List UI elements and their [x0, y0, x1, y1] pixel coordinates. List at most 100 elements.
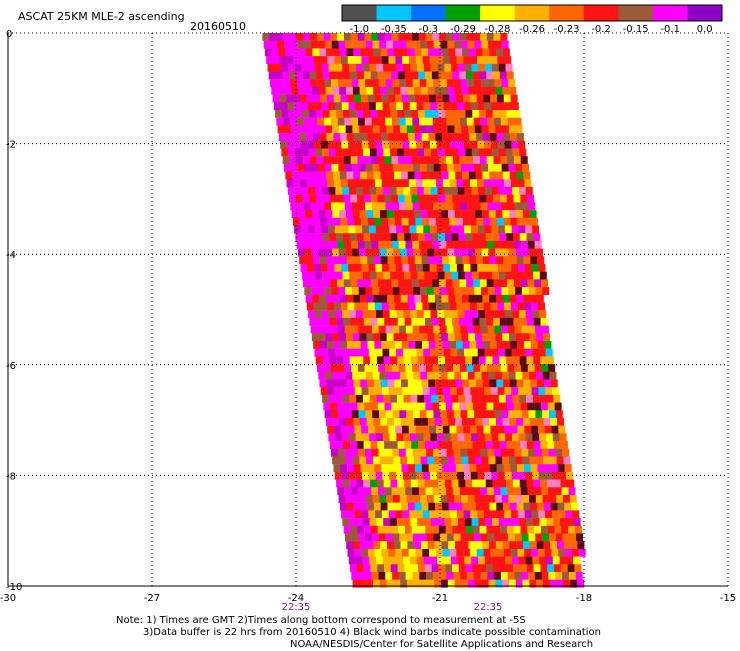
swath-cell [485, 356, 493, 365]
swath-cell [443, 387, 451, 396]
swath-cell [423, 310, 431, 319]
swath-cell [546, 518, 554, 526]
swath-cell [375, 56, 382, 64]
swath-cell [422, 56, 430, 64]
swath-cell [454, 371, 462, 380]
swath-cell [484, 140, 492, 149]
swath-cell [444, 187, 452, 195]
swath-cell [384, 33, 392, 41]
swath-cell [411, 402, 419, 411]
swath-cell [325, 248, 333, 257]
swath-cell [270, 79, 277, 88]
swath-cell [347, 464, 355, 473]
swath-cell [421, 464, 429, 473]
swath-cell [419, 364, 426, 372]
swath-cell [441, 333, 449, 342]
swath-cell [456, 425, 464, 434]
colorbar-label: -1.0 [350, 24, 370, 35]
swath-cell [383, 148, 391, 157]
swath-cell [439, 325, 447, 334]
swath-cell [426, 117, 433, 126]
swath-cell [348, 102, 356, 111]
swath-cell [327, 425, 335, 434]
swath-cell [428, 133, 436, 141]
swath-cell [357, 364, 365, 372]
swath-cell [339, 379, 347, 388]
swath-cell [471, 433, 479, 442]
swath-cell [331, 371, 339, 380]
swath-cell [346, 418, 354, 426]
swath-cell [442, 217, 450, 226]
swath-cell [533, 271, 540, 280]
swath-cell [393, 210, 401, 218]
swath-cell [553, 394, 561, 403]
swath-cell [398, 525, 406, 534]
swath-cell [394, 294, 401, 303]
swath-cell [514, 202, 522, 211]
swath-cell [374, 302, 382, 311]
swath-cell [502, 248, 509, 257]
swath-cell [358, 325, 366, 334]
swath-cell [485, 148, 493, 157]
swath-cell [518, 556, 526, 565]
swath-cell [550, 379, 558, 388]
swath-cell [311, 333, 319, 342]
swath-cell [326, 48, 334, 57]
swath-cell [474, 533, 482, 542]
swath-cell [506, 233, 514, 242]
swath-cell [344, 240, 352, 249]
swath-cell [502, 456, 510, 465]
swath-cell [530, 341, 538, 349]
swath-cell [405, 487, 413, 496]
swath-cell [466, 156, 474, 165]
swath-cell [526, 356, 534, 365]
swath-cell [527, 194, 535, 203]
swath-cell [551, 425, 559, 434]
swath-cell [444, 394, 452, 403]
swath-cell [501, 163, 509, 172]
swath-cell [493, 402, 501, 411]
swath-cell [331, 448, 338, 457]
colorbar-label: -0.3 [419, 24, 439, 35]
swath-cell [371, 325, 379, 334]
swath-cell [442, 179, 450, 188]
swath-cell [537, 548, 545, 557]
swath-cells [262, 33, 586, 588]
swath-cell [482, 256, 490, 265]
swath-cell [480, 487, 488, 496]
swath-cell [428, 464, 436, 473]
swath-cell [386, 40, 394, 49]
swath-cell [489, 171, 497, 180]
swath-cell [308, 271, 316, 280]
swath-cell [405, 279, 412, 288]
swath-cell [298, 125, 305, 134]
swath-cell [479, 110, 487, 118]
swath-cell [406, 163, 414, 172]
swath-cell [350, 317, 358, 326]
swath-cell [371, 117, 379, 126]
swath-cell [342, 63, 350, 72]
swath-cell [458, 271, 466, 280]
swath-cell [480, 572, 488, 580]
swath-cell [335, 102, 342, 111]
swath-cell [438, 317, 446, 326]
swath-cell [372, 287, 380, 295]
swath-cell [420, 456, 428, 465]
swath-cell [377, 156, 385, 165]
swath-cell [501, 202, 509, 211]
swath-cell [536, 333, 544, 342]
swath-cell [506, 479, 514, 488]
swath-cell [364, 33, 372, 41]
swath-cell [456, 302, 464, 311]
swath-cell [505, 271, 513, 280]
swath-cell [358, 287, 366, 295]
swath-cell [380, 294, 388, 303]
swath-cell [273, 56, 280, 64]
swath-cell [505, 102, 512, 111]
swath-cell [425, 487, 433, 496]
swath-cell [341, 387, 349, 396]
swath-cell [439, 402, 446, 411]
swath-cell [492, 564, 500, 573]
swath-cell [451, 271, 459, 280]
swath-cell [297, 40, 305, 49]
